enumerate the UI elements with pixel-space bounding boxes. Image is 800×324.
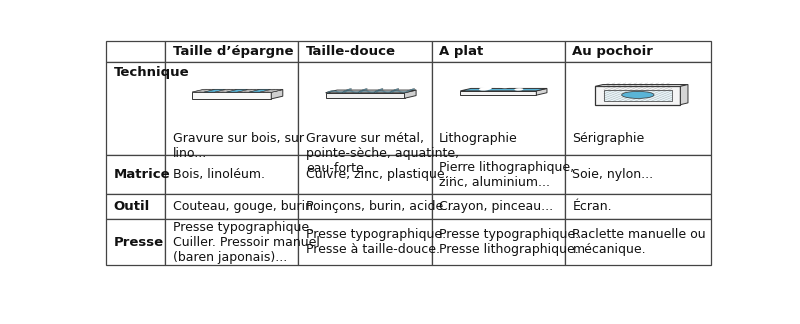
Ellipse shape	[479, 87, 492, 91]
Bar	[298, 41, 432, 62]
Polygon shape	[192, 92, 271, 99]
Text: Matrice: Matrice	[114, 168, 170, 181]
Text: Écran.: Écran.	[573, 200, 612, 213]
Ellipse shape	[494, 86, 501, 87]
Polygon shape	[249, 89, 271, 92]
Text: Taille d’épargne: Taille d’épargne	[173, 45, 293, 58]
Polygon shape	[595, 85, 688, 86]
Polygon shape	[374, 88, 398, 93]
Bar	[165, 62, 298, 156]
Polygon shape	[192, 89, 215, 92]
Polygon shape	[238, 89, 260, 92]
Text: Taille-douce: Taille-douce	[306, 45, 396, 58]
Bar	[106, 156, 165, 194]
Bar	[595, 86, 680, 105]
Ellipse shape	[622, 91, 654, 98]
Bar	[432, 62, 565, 156]
Text: Presse typographique.
Cuiller. Pressoir manuel
(baren japonais)...: Presse typographique. Cuiller. Pressoir …	[173, 221, 319, 264]
Ellipse shape	[498, 86, 509, 88]
Polygon shape	[343, 88, 367, 93]
Bar	[298, 194, 432, 219]
Polygon shape	[215, 89, 238, 92]
Polygon shape	[390, 88, 414, 93]
Text: Couteau, gouge, burin.: Couteau, gouge, burin.	[173, 200, 317, 213]
Bar	[565, 219, 710, 265]
Bar	[106, 41, 165, 62]
Text: Raclette manuelle ou
mécanique.: Raclette manuelle ou mécanique.	[573, 228, 706, 256]
Text: Au pochoir: Au pochoir	[573, 45, 654, 58]
Text: Poinçons, burin, acide...: Poinçons, burin, acide...	[306, 200, 455, 213]
Text: Gravure sur bois, sur
lino...: Gravure sur bois, sur lino...	[173, 132, 303, 160]
Text: Technique: Technique	[114, 66, 190, 79]
Polygon shape	[405, 90, 416, 98]
Text: Presse typographique.
Presse à taille-douce.: Presse typographique. Presse à taille-do…	[306, 228, 446, 256]
Bar	[106, 194, 165, 219]
Text: Sérigraphie: Sérigraphie	[573, 132, 645, 145]
Text: Lithographie: Lithographie	[439, 132, 518, 145]
Polygon shape	[260, 89, 282, 92]
Bar	[298, 156, 432, 194]
Polygon shape	[271, 89, 282, 99]
Bar	[432, 156, 565, 194]
Bar	[106, 62, 165, 156]
Text: A plat: A plat	[439, 45, 483, 58]
Text: Presse: Presse	[114, 236, 164, 249]
Polygon shape	[536, 88, 547, 95]
Bar	[565, 41, 710, 62]
Bar	[565, 194, 710, 219]
Polygon shape	[460, 88, 547, 91]
Bar	[432, 194, 565, 219]
Ellipse shape	[514, 88, 523, 91]
Text: Cuivre, zinc, plastique...: Cuivre, zinc, plastique...	[306, 168, 457, 181]
Polygon shape	[680, 85, 688, 105]
Text: Bois, linoléum.: Bois, linoléum.	[173, 168, 265, 181]
Bar	[432, 41, 565, 62]
Polygon shape	[358, 88, 383, 93]
Bar	[565, 62, 710, 156]
Bar	[165, 194, 298, 219]
Text: Gravure sur métal,
pointe-sèche, aquatinte,
eau-forte...: Gravure sur métal, pointe-sèche, aquatin…	[306, 132, 459, 175]
Text: Outil: Outil	[114, 200, 150, 213]
Bar	[565, 156, 710, 194]
Bar	[298, 219, 432, 265]
Text: Pierre lithographique,
zinc, aluminium...: Pierre lithographique, zinc, aluminium..…	[439, 161, 574, 189]
Bar	[106, 219, 165, 265]
Polygon shape	[203, 89, 226, 92]
Bar	[604, 90, 672, 101]
Bar	[165, 156, 298, 194]
Polygon shape	[226, 89, 249, 92]
Polygon shape	[326, 93, 405, 98]
Polygon shape	[460, 91, 536, 95]
Text: Soie, nylon...: Soie, nylon...	[573, 168, 654, 181]
Polygon shape	[192, 89, 282, 92]
Text: Presse typographique.
Presse lithographique.: Presse typographique. Presse lithographi…	[439, 228, 579, 256]
Text: Crayon, pinceau...: Crayon, pinceau...	[439, 200, 554, 213]
Bar	[432, 219, 565, 265]
Polygon shape	[326, 90, 416, 93]
Bar	[298, 62, 432, 156]
Bar	[165, 219, 298, 265]
Polygon shape	[327, 88, 351, 93]
Bar	[165, 41, 298, 62]
